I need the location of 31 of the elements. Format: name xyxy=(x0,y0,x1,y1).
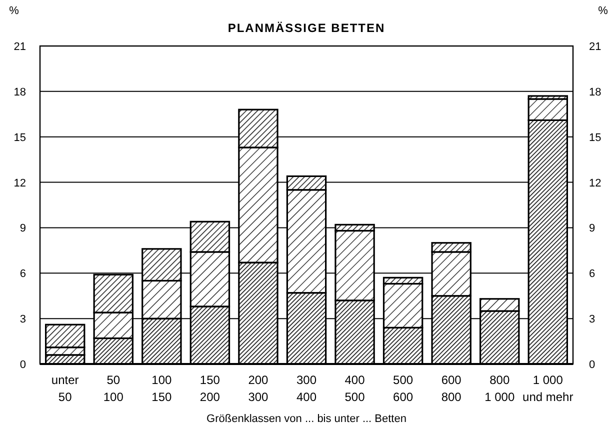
y-tick-label: 12 xyxy=(14,177,26,190)
y2-tick-label: 18 xyxy=(589,86,602,98)
y-tick-label: 0 xyxy=(20,359,26,371)
chart-title: PLANMÄSSIGE BETTEN xyxy=(228,21,386,35)
y-tick-label: 3 xyxy=(20,314,26,326)
x-tick-label: 50 100 xyxy=(103,373,124,404)
y2-tick-label: 9 xyxy=(589,222,596,235)
x-tick-label: 150 200 xyxy=(200,373,220,404)
y-tick-label: 15 xyxy=(14,132,26,144)
x-tick-label: 1 000 und mehr xyxy=(522,373,574,404)
y2-tick-label: 6 xyxy=(589,268,596,280)
x-tick-label: 400 500 xyxy=(344,373,366,404)
y-tick-label: 6 xyxy=(20,268,26,280)
y-tick-label: 9 xyxy=(20,222,26,235)
y2-tick-label: 15 xyxy=(589,132,602,144)
x-tick-label: 800 1 000 xyxy=(484,373,515,404)
y-tick-label: 21 xyxy=(14,41,26,53)
y-tick-label: 18 xyxy=(14,86,26,98)
y2-axis-title: % xyxy=(598,5,608,17)
y2-tick-label: 12 xyxy=(589,177,602,190)
x-tick-label: 500 600 xyxy=(393,373,414,404)
x-tick-label: 100 150 xyxy=(152,373,172,404)
x-axis-title: Größenklassen von ... bis unter ... Betten xyxy=(206,413,406,425)
y2-tick-label: 3 xyxy=(589,314,596,326)
y2-tick-label: 0 xyxy=(589,359,596,371)
y2-tick-label: 21 xyxy=(589,41,602,53)
x-tick-label: 600 800 xyxy=(441,373,462,404)
y-axis-title: % xyxy=(9,5,20,17)
x-tick-label: unter 50 xyxy=(51,373,79,404)
x-tick-label: 300 400 xyxy=(296,373,317,404)
x-tick-label: 200 300 xyxy=(248,373,269,404)
